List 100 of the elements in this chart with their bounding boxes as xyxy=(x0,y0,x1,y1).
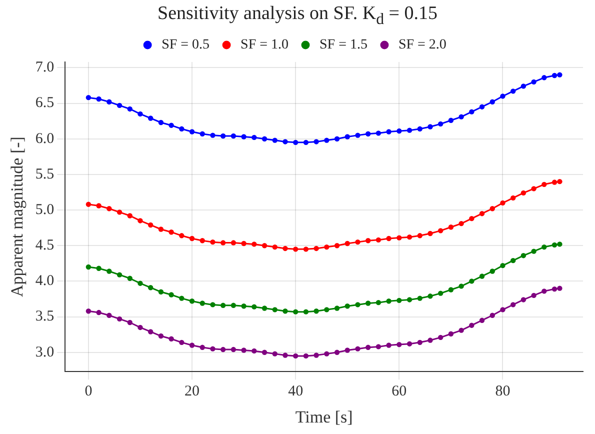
point xyxy=(406,128,412,133)
point xyxy=(230,133,236,139)
point xyxy=(200,238,205,244)
point xyxy=(458,114,464,120)
point xyxy=(179,233,184,238)
point xyxy=(303,353,309,359)
point xyxy=(158,120,164,126)
point xyxy=(438,334,444,340)
y-tick-label: 7.0 xyxy=(35,60,54,76)
y-tick-label: 5.5 xyxy=(35,166,54,182)
point xyxy=(344,304,350,309)
point xyxy=(96,96,102,102)
point xyxy=(417,126,422,132)
point xyxy=(200,131,205,136)
point xyxy=(282,139,288,144)
point xyxy=(500,262,506,268)
point xyxy=(469,216,474,222)
point xyxy=(138,280,143,286)
point xyxy=(448,331,454,336)
point xyxy=(428,230,433,236)
point xyxy=(344,348,350,353)
point xyxy=(220,302,226,308)
point xyxy=(314,308,319,314)
point xyxy=(458,284,464,289)
point xyxy=(127,320,132,326)
point xyxy=(557,72,562,78)
point xyxy=(252,134,257,140)
point xyxy=(282,352,288,358)
point xyxy=(138,324,143,330)
point xyxy=(344,240,350,246)
point xyxy=(324,138,330,143)
point xyxy=(334,306,340,311)
point xyxy=(438,290,444,296)
point xyxy=(469,278,474,284)
point xyxy=(272,351,278,356)
point xyxy=(303,140,309,146)
point xyxy=(355,302,360,308)
point xyxy=(396,128,402,134)
point xyxy=(200,300,205,306)
point xyxy=(189,298,195,304)
point xyxy=(210,346,216,352)
point xyxy=(458,220,464,226)
point xyxy=(148,116,154,121)
point xyxy=(189,129,195,134)
point xyxy=(344,134,350,140)
point xyxy=(86,308,92,314)
point xyxy=(406,341,412,346)
point xyxy=(148,329,154,334)
point xyxy=(448,224,454,230)
point xyxy=(490,268,495,274)
point xyxy=(241,134,246,140)
y-tick-label: 3.0 xyxy=(35,344,54,360)
point xyxy=(168,292,174,298)
point xyxy=(334,243,340,248)
point xyxy=(272,138,278,143)
point xyxy=(148,285,154,290)
point xyxy=(210,239,216,245)
x-tick-label: 20 xyxy=(184,384,200,400)
point xyxy=(520,190,526,196)
point xyxy=(376,130,382,136)
x-tick-label: 0 xyxy=(84,384,92,400)
point xyxy=(106,268,112,274)
point xyxy=(365,238,371,244)
point xyxy=(386,129,392,134)
point xyxy=(292,246,298,252)
point xyxy=(520,84,526,89)
point xyxy=(116,210,122,215)
point xyxy=(500,307,506,312)
point xyxy=(355,239,360,245)
point xyxy=(292,309,298,314)
point xyxy=(355,132,360,138)
point xyxy=(262,350,268,355)
point xyxy=(241,304,246,309)
point xyxy=(428,124,433,130)
point xyxy=(531,186,536,192)
point xyxy=(428,294,433,299)
point xyxy=(179,296,184,301)
point xyxy=(386,236,392,242)
point xyxy=(116,272,122,278)
point xyxy=(406,297,412,302)
point xyxy=(314,352,319,358)
point xyxy=(252,304,257,310)
point xyxy=(365,344,371,350)
point xyxy=(542,288,547,294)
point xyxy=(292,140,298,146)
point xyxy=(158,226,164,232)
point xyxy=(552,286,558,292)
point xyxy=(168,122,174,128)
point xyxy=(531,248,536,254)
point xyxy=(376,237,382,243)
point xyxy=(86,94,92,100)
y-tick-label: 4.0 xyxy=(35,273,54,290)
point xyxy=(262,243,268,248)
point xyxy=(262,136,268,142)
point xyxy=(417,233,422,238)
point xyxy=(200,344,205,350)
point xyxy=(96,266,102,271)
point xyxy=(479,274,485,279)
point xyxy=(179,126,184,132)
point xyxy=(334,350,340,355)
